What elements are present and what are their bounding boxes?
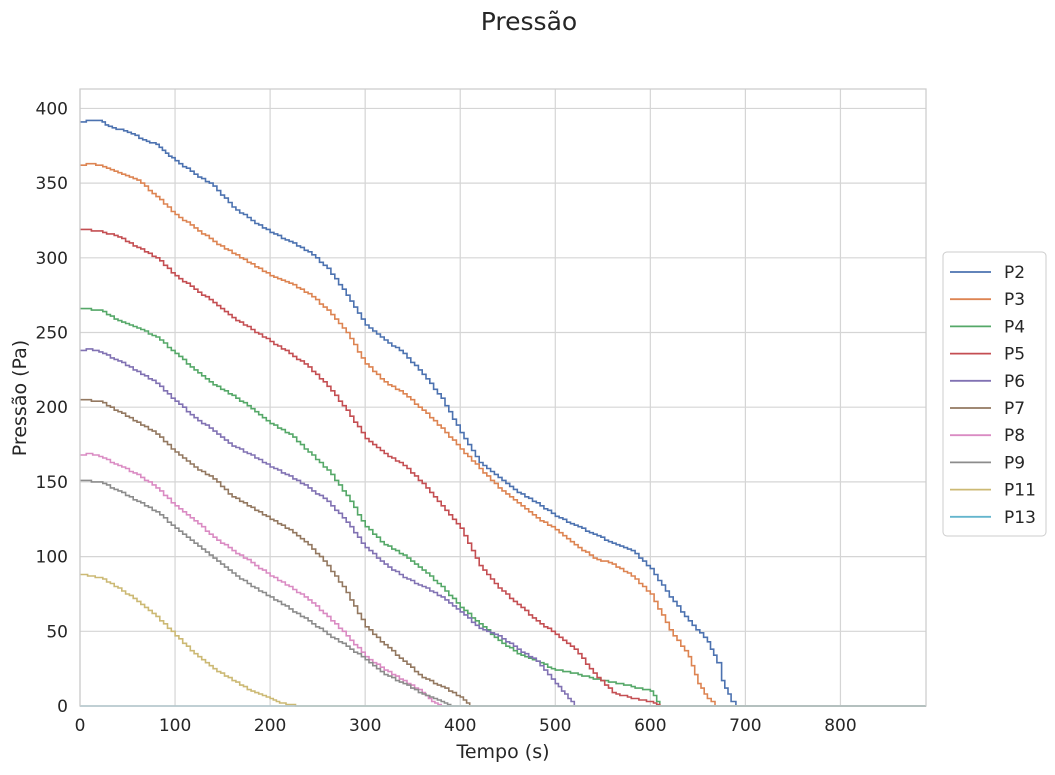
chart-title: Pressão [481, 7, 577, 36]
series-line-p5 [80, 228, 926, 707]
legend-label: P6 [1004, 372, 1025, 392]
legend-label: P2 [1004, 263, 1025, 283]
x-tick-label: 800 [824, 716, 856, 736]
x-tick-label: 700 [729, 716, 761, 736]
series-line-p4 [80, 307, 926, 707]
legend: P2 P3 P4 P5 P6 P7 P8 P9 P11 P13 [942, 251, 1047, 537]
series-line-p11 [80, 573, 926, 707]
legend-label: P8 [1004, 426, 1025, 446]
x-tick-label: 300 [349, 716, 381, 736]
y-tick-label: 200 [36, 398, 68, 418]
series-line-p2 [80, 119, 926, 707]
series-line-p9 [80, 479, 926, 707]
series-line-p3 [80, 162, 926, 707]
y-tick-label: 50 [46, 622, 68, 642]
y-tick-label: 250 [36, 324, 68, 344]
x-tick-label: 200 [254, 716, 286, 736]
legend-label: P4 [1004, 317, 1025, 337]
legend-label: P9 [1004, 453, 1025, 473]
y-tick-label: 150 [36, 473, 68, 493]
x-axis-label: Tempo (s) [455, 741, 549, 763]
y-axis-label: Pressão (Pa) [9, 340, 31, 456]
y-tick-label: 400 [36, 99, 68, 119]
legend-label: P3 [1004, 290, 1025, 310]
x-tick-label: 600 [634, 716, 666, 736]
y-tick-label: 100 [36, 548, 68, 568]
plot-frame [79, 88, 927, 707]
legend-label: P7 [1004, 399, 1025, 419]
x-tick-label: 0 [75, 716, 86, 736]
y-tick-label: 0 [57, 697, 68, 717]
x-tick-label: 400 [444, 716, 476, 736]
legend-box [942, 251, 1047, 537]
x-tick-label: 500 [539, 716, 571, 736]
legend-label: P11 [1004, 481, 1036, 501]
y-tick-label: 300 [36, 249, 68, 269]
grid [79, 89, 926, 707]
tick-labels: 0 100 200 300 400 500 600 700 800 0 50 100 150 200 250… [36, 99, 857, 736]
legend-label: P13 [1004, 508, 1036, 528]
y-tick-label: 350 [36, 174, 68, 194]
series-line-p6 [80, 348, 926, 707]
x-tick-label: 100 [159, 716, 191, 736]
series-lines [80, 119, 926, 707]
legend-label: P5 [1004, 345, 1025, 365]
